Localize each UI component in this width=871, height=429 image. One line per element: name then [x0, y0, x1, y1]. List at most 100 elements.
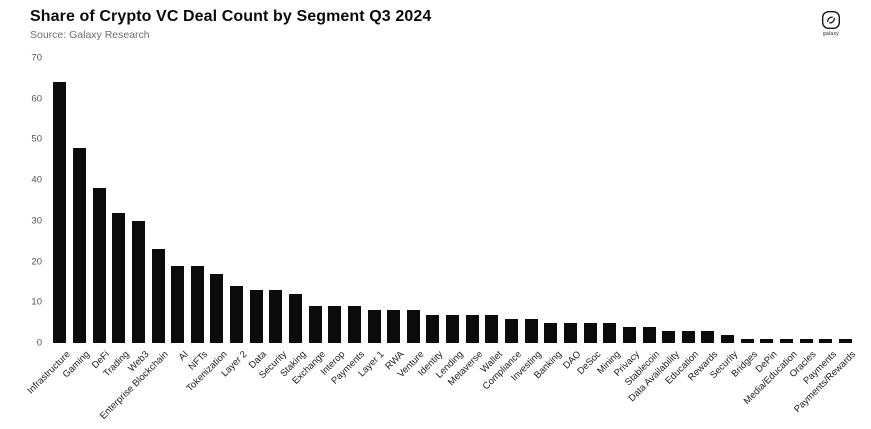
- bar: [760, 338, 774, 343]
- bar: [269, 290, 283, 343]
- bar: [465, 314, 479, 343]
- bar: [701, 330, 715, 343]
- bar: [367, 310, 381, 343]
- bar-column: Interop: [319, 58, 348, 378]
- bar: [563, 322, 577, 343]
- bar: [485, 314, 499, 343]
- bar-column: DeFi: [89, 58, 112, 371]
- bar-column: Media/Education: [741, 58, 799, 407]
- bar-column: Data: [246, 58, 269, 371]
- bar: [249, 290, 263, 343]
- bar-column: Data Availability: [626, 58, 681, 404]
- bar: [740, 338, 754, 343]
- bar: [721, 334, 735, 343]
- bar: [524, 318, 538, 343]
- bar-column: Investing: [509, 58, 544, 384]
- bar-column: Infrastructure: [25, 58, 73, 396]
- bar: [190, 265, 204, 343]
- bar-column: NFTs: [187, 58, 210, 372]
- bar: [622, 326, 636, 343]
- bar: [406, 310, 420, 343]
- bar-column: Trading: [101, 58, 132, 379]
- bar-column: DeSoc: [575, 58, 603, 377]
- bar: [131, 220, 145, 343]
- bar-column: Security: [257, 58, 289, 381]
- bar: [289, 294, 302, 343]
- bar-column: Mining: [595, 58, 623, 377]
- y-tick-label: 40: [31, 174, 42, 186]
- bar-column: RWA: [383, 58, 406, 372]
- bar: [544, 322, 558, 343]
- bar-column: Privacy: [612, 58, 642, 379]
- y-axis: 0 10 20 30 40 50 60 70: [8, 53, 42, 349]
- bar-column: Oracles: [788, 58, 819, 380]
- bar: [171, 265, 185, 343]
- bar: [308, 306, 322, 343]
- bar-column: Payments/Rewards: [792, 58, 858, 415]
- bar-column: Venture: [395, 58, 426, 380]
- bar-column: Security: [708, 58, 740, 381]
- bar: [53, 82, 67, 343]
- y-tick-label: 0: [36, 337, 42, 349]
- bar-column: Rewards: [686, 58, 721, 383]
- y-tick-label: 60: [31, 93, 42, 105]
- bar: [426, 314, 440, 343]
- chart-source: Source: Galaxy Research: [30, 29, 150, 41]
- bar: [387, 310, 401, 343]
- bar-column: Payments: [330, 58, 367, 387]
- bar: [446, 314, 460, 343]
- bar-column: Compliance: [481, 58, 524, 392]
- galaxy-logo: galaxy: [817, 10, 845, 37]
- y-tick-label: 30: [31, 215, 42, 227]
- bar: [838, 338, 852, 343]
- bar-column: Banking: [532, 58, 564, 381]
- bar: [230, 286, 244, 343]
- y-tick-label: 70: [31, 52, 42, 64]
- bar-column: DePin: [754, 58, 780, 375]
- bar-column: Wallet: [479, 58, 505, 375]
- bar-column: Web3: [126, 58, 151, 374]
- bar: [210, 273, 224, 343]
- bar-column: Education: [663, 58, 701, 387]
- bar-column: Lending: [434, 58, 465, 381]
- galaxy-logo-icon: [817, 10, 845, 30]
- bar-column: Enterprise Blockchain: [98, 58, 171, 422]
- page-title: Share of Crypto VC Deal Count by Segment…: [30, 8, 432, 25]
- plot-area: Infrastructure Gaming DeFi Trading Web3 Enter…: [25, 58, 858, 422]
- bar-column: Payments: [801, 58, 839, 387]
- bar: [92, 188, 106, 343]
- y-tick-label: 20: [31, 256, 42, 268]
- bar-column: Gaming: [61, 58, 92, 380]
- bar-column: Identity: [416, 58, 446, 378]
- bar: [799, 338, 813, 343]
- bar: [603, 322, 617, 343]
- bar: [583, 322, 597, 343]
- bar: [347, 306, 361, 343]
- bar: [151, 249, 165, 343]
- bar-column: Layer 1: [357, 58, 387, 379]
- bar-column: AI: [168, 58, 190, 363]
- y-tick-label: 50: [31, 133, 42, 145]
- y-tick-label: 10: [31, 296, 42, 308]
- bar-column: Bridges: [729, 58, 760, 380]
- bar: [328, 306, 342, 343]
- bar: [505, 318, 519, 343]
- bar-column: Metaverse: [446, 58, 485, 388]
- chart-header: Share of Crypto VC Deal Count by Segment…: [30, 8, 431, 41]
- bar-column: Stablecoin: [623, 58, 662, 388]
- bar: [72, 147, 86, 343]
- bar: [819, 338, 833, 343]
- galaxy-logo-text: galaxy: [822, 31, 840, 37]
- bar-column: DAO: [561, 58, 583, 371]
- bar: [681, 330, 695, 343]
- bar: [112, 212, 126, 343]
- bar: [662, 330, 676, 343]
- bar-column: Tokenization: [185, 58, 230, 394]
- chart-area: 0 10 20 30 40 50 60 70 Infrastructure Gaming DeFi…: [25, 53, 858, 422]
- bar: [780, 338, 794, 343]
- bar-column: Staking: [278, 58, 308, 379]
- bar-column: Layer 2: [219, 58, 249, 379]
- bar-column: Exchange: [290, 58, 328, 387]
- bar: [642, 326, 656, 343]
